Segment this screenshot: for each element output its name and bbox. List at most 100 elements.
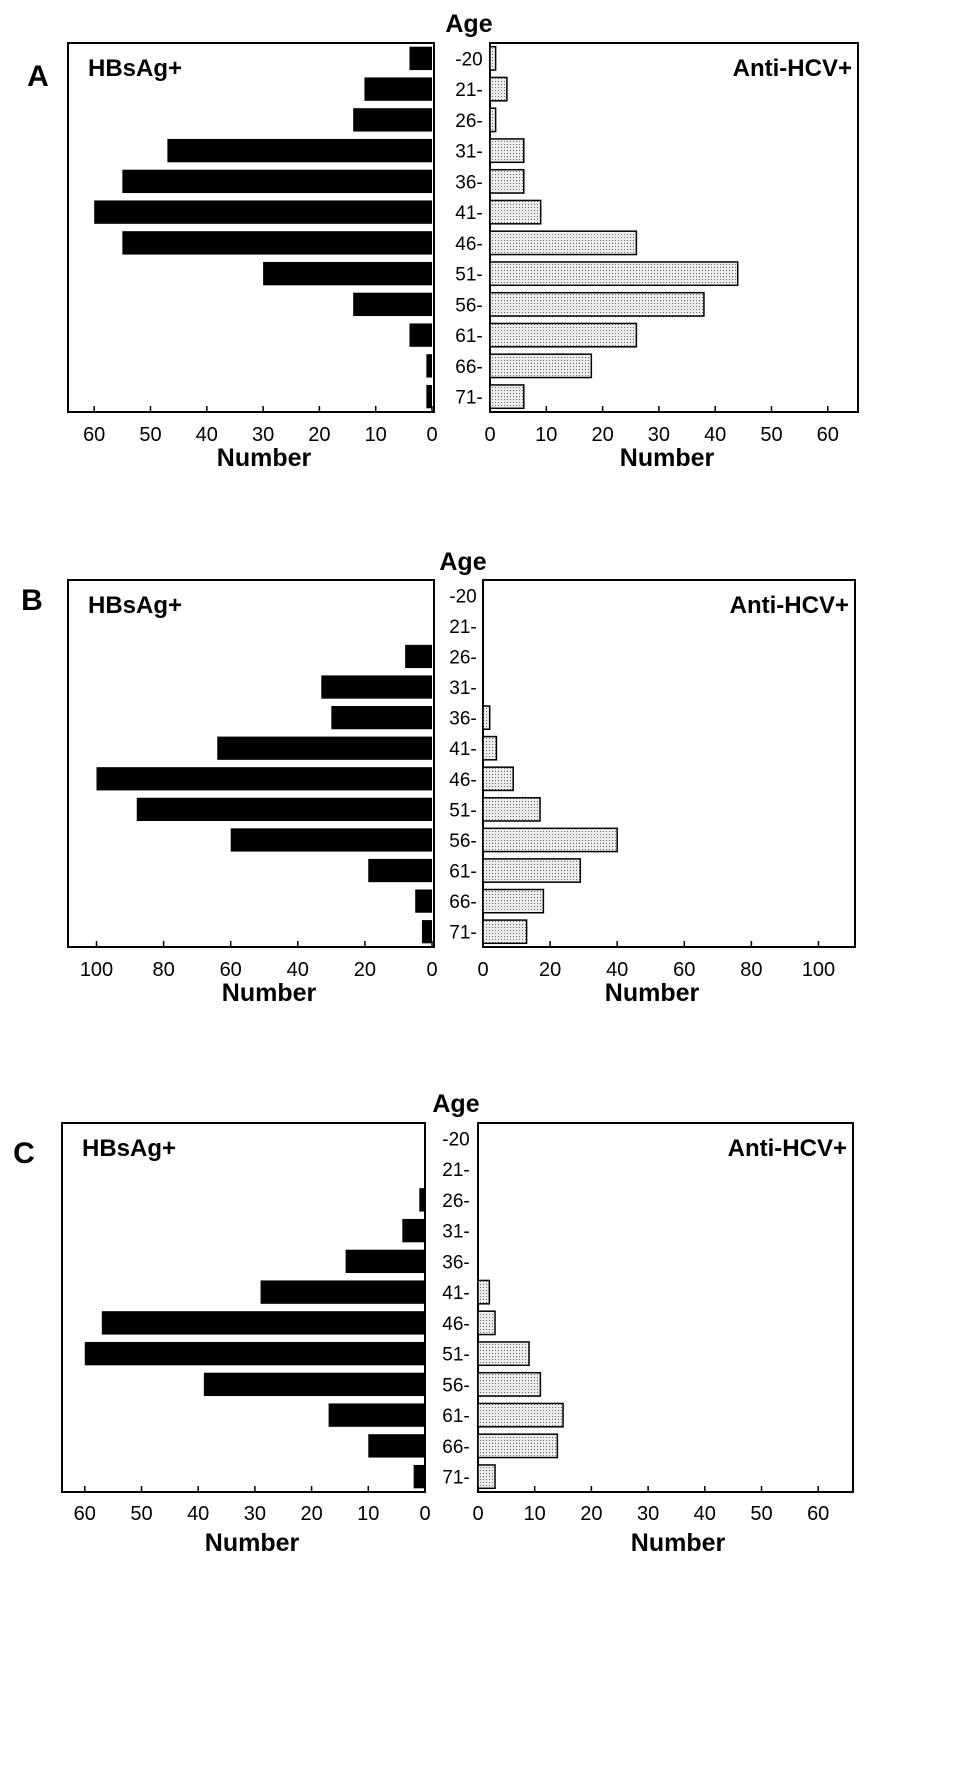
right-x-tick-label: 20 (591, 424, 613, 446)
age-category-label: 31- (455, 142, 482, 163)
bar-anti-hcv-71 (489, 384, 525, 410)
bar-anti-hcv-41 (477, 1279, 491, 1305)
age-category-label: 71- (455, 388, 482, 409)
bar-hbsag-46 (101, 1311, 425, 1335)
age-category-label: -20 (449, 586, 476, 607)
left-x-tick-label: 20 (354, 959, 376, 981)
age-axis-title: Age (432, 1090, 479, 1118)
right-x-tick-label: 60 (807, 1503, 829, 1525)
right-x-axis-title: Number (620, 444, 715, 472)
bar-hbsag-66 (426, 354, 432, 378)
left-x-tick-label: 10 (357, 1503, 379, 1525)
left-x-tick-label: 30 (252, 424, 274, 446)
age-category-label: 46- (455, 234, 482, 255)
bar-anti-hcv-51 (489, 261, 739, 287)
right-plot-frame (482, 579, 856, 948)
series-label-hbsag: HBsAg+ (82, 1135, 176, 1162)
bar-anti-hcv-71 (477, 1464, 496, 1490)
left-x-tick-label: 0 (426, 424, 437, 446)
age-category-label: 61- (442, 1406, 469, 1427)
bar-anti-hcv-21 (489, 76, 508, 102)
right-x-axis-title: Number (631, 1529, 726, 1557)
panel-c: C Age HBsAg+ Anti-HCV+ -20 21- 26- 31- 36- 41- 46-… (13, 1090, 854, 1557)
left-plot-frame (61, 1122, 426, 1493)
age-category-label: 61- (455, 326, 482, 347)
bar-hbsag-41 (260, 1280, 425, 1304)
right-plot-frame (489, 42, 859, 413)
age-category-label: 21- (455, 80, 482, 101)
bar-hbsag-46 (122, 231, 432, 255)
right-x-axis-title: Number (605, 979, 700, 1007)
left-x-tick-label: 20 (308, 424, 330, 446)
right-x-tick-label: 40 (694, 1503, 716, 1525)
left-x-tick-label: 50 (130, 1503, 152, 1525)
age-category-label: 31- (449, 678, 476, 699)
bar-hbsag-36 (345, 1249, 425, 1274)
age-category-label: 51- (442, 1345, 469, 1366)
bar-anti-hcv-46 (477, 1310, 496, 1336)
age-category-label: 21- (449, 617, 476, 638)
age-category-label: 26- (442, 1191, 469, 1212)
bar-hbsag-36 (122, 169, 432, 194)
left-x-axis-title: Number (217, 444, 312, 472)
right-x-tick-label: 80 (740, 959, 762, 981)
series-label-hbsag: HBsAg+ (88, 592, 182, 619)
bar-anti-hcv-51 (477, 1341, 530, 1367)
age-category-label: 41- (455, 203, 482, 224)
left-plot-frame (67, 42, 435, 413)
panel-letter: B (21, 584, 43, 617)
bar-hbsag-71 (413, 1464, 425, 1489)
left-x-tick-label: 60 (220, 959, 242, 981)
age-category-label: 56- (449, 831, 476, 852)
bar-hbsag-56 (353, 292, 432, 317)
bar-anti-hcv-36 (489, 168, 525, 194)
left-x-tick-label: 40 (287, 959, 309, 981)
left-x-axis-title: Number (205, 1529, 300, 1557)
panel-letter: A (27, 60, 49, 93)
left-x-tick-label: 30 (244, 1503, 266, 1525)
age-category-label: 71- (442, 1468, 469, 1489)
bar-hbsag-56 (203, 1372, 425, 1397)
age-category-label: 36- (442, 1252, 469, 1273)
age-category-label: 31- (442, 1222, 469, 1243)
age-category-label: 51- (455, 265, 482, 286)
bar-hbsag-41 (217, 736, 432, 760)
right-x-tick-label: 20 (580, 1503, 602, 1525)
bar-anti-hcv-61 (489, 322, 638, 348)
right-x-tick-label: 50 (760, 424, 782, 446)
age-category-label: 71- (449, 923, 476, 944)
bar-anti-hcv-66 (489, 353, 593, 379)
bar-anti-hcv-66 (477, 1433, 559, 1459)
bar-hbsag-41 (94, 200, 432, 224)
left-x-tick-label: 40 (187, 1503, 209, 1525)
bar-hbsag-66 (368, 1434, 425, 1458)
right-x-tick-label: 50 (750, 1503, 772, 1525)
right-plot-frame (477, 1122, 854, 1493)
panel-b: B Age HBsAg+ Anti-HCV+ -20 21- 26- 31- 36- 41- 46-… (21, 548, 856, 1007)
age-category-label: 61- (449, 862, 476, 883)
bar-hbsag-61 (328, 1403, 425, 1427)
right-x-tick-label: 60 (673, 959, 695, 981)
age-category-label: 26- (449, 647, 476, 668)
bar-hbsag-51 (84, 1341, 426, 1366)
bar-hbsag-31 (167, 138, 432, 163)
bar-hbsag-51 (136, 797, 432, 821)
panel-letter: C (13, 1137, 35, 1170)
bar-anti-hcv-56 (477, 1371, 542, 1397)
bar-hbsag-36 (331, 706, 432, 730)
bar-hbsag-26 (353, 108, 432, 132)
bar-hbsag-51 (263, 261, 432, 286)
age-axis-title: Age (445, 10, 492, 38)
age-category-label: 41- (449, 739, 476, 760)
bar-anti-hcv-31 (489, 138, 525, 164)
left-x-tick-label: 60 (74, 1503, 96, 1525)
left-x-tick-label: 80 (152, 959, 174, 981)
bar-anti-hcv-56 (489, 291, 705, 317)
bar-hbsag-46 (96, 767, 432, 791)
bar-anti-hcv-46 (482, 766, 514, 792)
bar-hbsag-56 (230, 828, 432, 852)
bar-hbsag-26 (405, 644, 432, 669)
age-category-label: 51- (449, 800, 476, 821)
left-x-tick-label: 0 (426, 959, 437, 981)
left-x-tick-label: 10 (365, 424, 387, 446)
